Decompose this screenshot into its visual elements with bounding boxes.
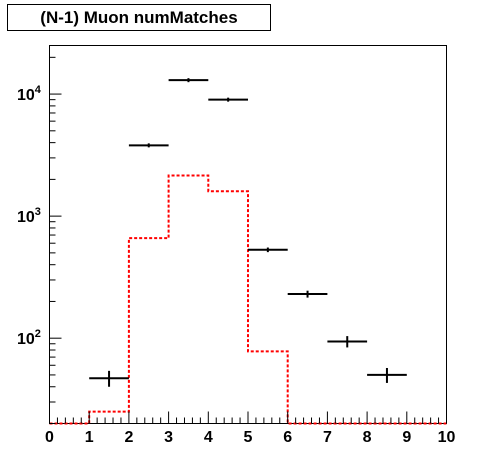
x-tick-label: 1 xyxy=(85,429,94,446)
chart-title: (N-1) Muon numMatches xyxy=(7,4,271,31)
axes: 0 1 2 3 4 5 6 7 8 9 10 102 103 104 xyxy=(17,56,456,446)
y-tick-label: 104 xyxy=(17,84,42,104)
data-point xyxy=(287,290,328,298)
x-tick-label: 3 xyxy=(164,429,173,446)
y-tick-label: 103 xyxy=(17,206,41,226)
data-point xyxy=(208,97,248,102)
data-point xyxy=(367,367,407,383)
x-tick-label: 7 xyxy=(323,429,332,446)
y-tick-label: 102 xyxy=(17,328,41,348)
red-step-line xyxy=(49,174,447,425)
data-point xyxy=(89,370,129,387)
x-tick-label: 10 xyxy=(438,429,456,446)
x-tick-label: 2 xyxy=(124,429,133,446)
black-series-layer xyxy=(89,78,407,387)
red-series-layer xyxy=(49,174,447,425)
data-point xyxy=(327,336,368,348)
x-tick-label: 6 xyxy=(283,429,292,446)
x-tick-label: 9 xyxy=(402,429,411,446)
x-tick-label: 0 xyxy=(45,429,54,446)
data-point xyxy=(128,143,169,148)
x-tick-label: 8 xyxy=(363,429,372,446)
data-point xyxy=(248,247,288,253)
data-point xyxy=(168,78,209,83)
x-tick-label: 5 xyxy=(244,429,253,446)
x-tick-label: 4 xyxy=(204,429,213,446)
